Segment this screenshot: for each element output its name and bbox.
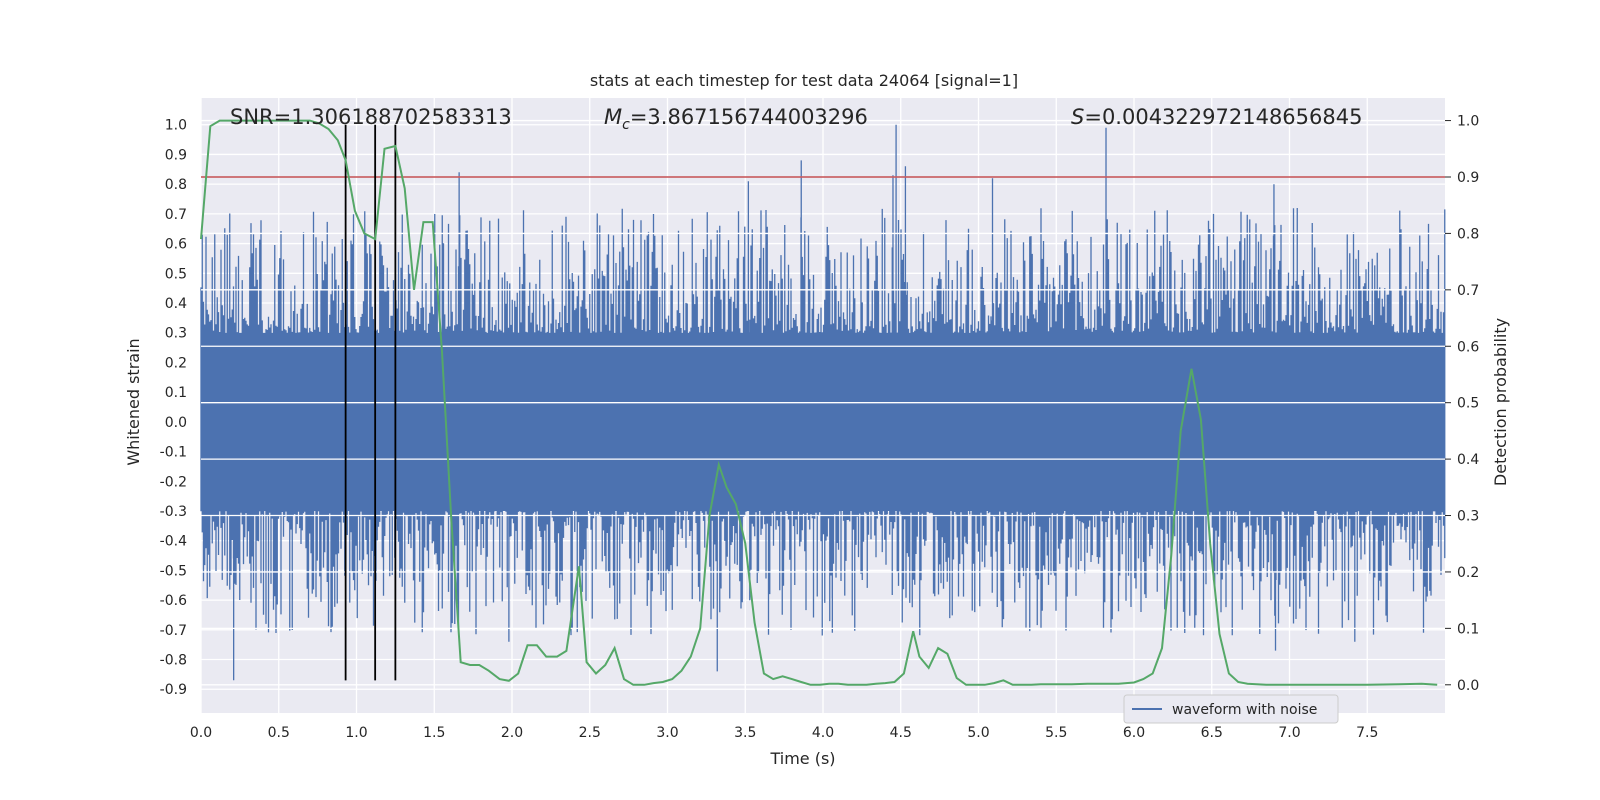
x-tick-label: 6.0 (1123, 725, 1145, 741)
y-tick-label-right: 0.0 (1457, 678, 1479, 694)
x-tick-label: 4.0 (812, 725, 834, 741)
y-tick-label-right: 0.8 (1457, 226, 1479, 242)
axis-ticks: 0.0 0.5 1.0 1.5 2.0 2.5 3.0 3.5 4.0 4.5 5.0 5.5 6.0 6… (160, 114, 1480, 741)
y-tick-label-right: 0.4 (1457, 452, 1479, 468)
x-tick-label: 1.0 (345, 725, 367, 741)
y-tick-label-left: 0.7 (165, 207, 187, 223)
y-tick-label-right: 0.2 (1457, 565, 1479, 581)
mc-symbol: M (604, 105, 622, 129)
legend-box (1123, 694, 1339, 724)
legend: waveform with noise (1123, 694, 1339, 724)
x-tick-label: 0.0 (190, 725, 212, 741)
x-tick-label: 4.5 (890, 725, 912, 741)
mc-annotation: Mc=3.867156744003296 (604, 105, 868, 133)
y-tick-label-left: 0.1 (165, 385, 187, 401)
snr-annotation: SNR=1.306188702583313 (230, 105, 512, 129)
y-tick-label-left: 0.5 (165, 266, 187, 282)
x-tick-label: 2.0 (501, 725, 523, 741)
y-tick-label-left: -0.7 (160, 623, 187, 639)
y-tick-label-left: -0.8 (160, 653, 187, 669)
y-tick-label-right: 0.6 (1457, 339, 1479, 355)
x-tick-label: 5.5 (1045, 725, 1067, 741)
y-tick-label-left: -0.5 (160, 563, 187, 579)
y-tick-label-left: 0.8 (165, 177, 187, 193)
x-tick-label: 2.5 (579, 725, 601, 741)
y-tick-label-left: 0.2 (165, 355, 187, 371)
x-tick-label: 3.5 (734, 725, 756, 741)
y-tick-label-left: -0.2 (160, 474, 187, 490)
y-tick-label-right: 0.9 (1457, 170, 1479, 186)
y-tick-label-left: 0.6 (165, 237, 187, 253)
y-tick-label-right: 1.0 (1457, 114, 1479, 130)
x-tick-label: 7.0 (1278, 725, 1300, 741)
mc-subscript: c (622, 117, 630, 133)
y-tick-label-left: 0.9 (165, 147, 187, 163)
y-tick-label-right: 0.5 (1457, 396, 1479, 412)
x-tick-label: 7.5 (1356, 725, 1378, 741)
x-axis-label: Time (s) (769, 749, 835, 768)
chart-title: stats at each timestep for test data 240… (590, 71, 1018, 90)
y-tick-label-left: -0.3 (160, 504, 187, 520)
detection-probability-line (200, 119, 1438, 686)
s-symbol: S (1071, 105, 1084, 129)
x-tick-label: 6.5 (1201, 725, 1223, 741)
x-tick-label: 5.0 (967, 725, 989, 741)
x-tick-label: 1.5 (423, 725, 445, 741)
x-tick-label: 0.5 (268, 725, 290, 741)
y-tick-label-left: 0.3 (165, 326, 187, 342)
x-tick-label: 3.0 (656, 725, 678, 741)
y-tick-label-left: 1.0 (165, 118, 187, 134)
y-axis-label-left: Whitened strain (124, 338, 143, 465)
y-tick-label-left: 0.0 (165, 415, 187, 431)
overlay-lines (200, 119, 1445, 686)
y-tick-label-left: 0.4 (165, 296, 187, 312)
s-annotation: S=0.004322972148656845 (1071, 105, 1362, 129)
y-tick-label-right: 0.7 (1457, 283, 1479, 299)
mc-value: =3.867156744003296 (630, 105, 868, 129)
y-tick-label-right: 0.3 (1457, 509, 1479, 525)
y-tick-label-left: -0.4 (160, 534, 187, 550)
y-tick-label-left: -0.1 (160, 445, 187, 461)
y-axis-label-right: Detection probability (1491, 318, 1510, 486)
y-tick-label-left: -0.6 (160, 593, 187, 609)
legend-label: waveform with noise (1172, 702, 1317, 718)
y-tick-label-left: -0.9 (160, 682, 187, 698)
y-tick-label-right: 0.1 (1457, 621, 1479, 637)
s-value: =0.004322972148656845 (1084, 105, 1362, 129)
